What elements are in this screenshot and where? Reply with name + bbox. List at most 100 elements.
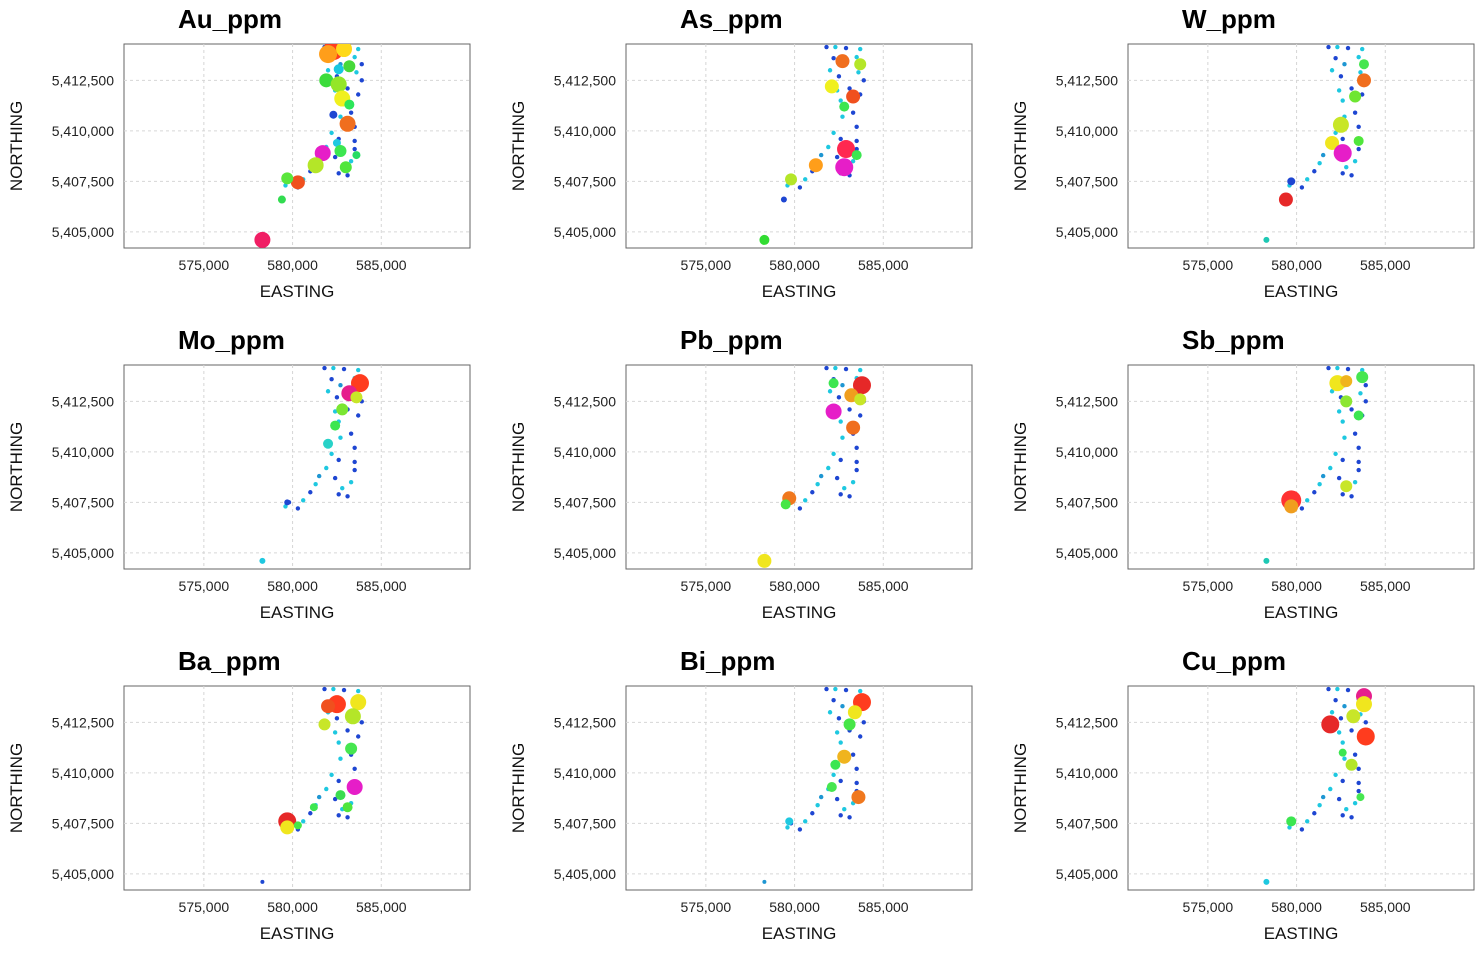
sample-dot bbox=[861, 78, 866, 83]
sample-dot bbox=[1305, 498, 1310, 503]
sample-dot bbox=[352, 138, 357, 144]
sample-dot bbox=[1352, 800, 1358, 806]
sample-dot bbox=[352, 766, 357, 772]
y-tick-label: 5,407,500 bbox=[1056, 815, 1118, 831]
sample-dot bbox=[359, 78, 364, 83]
sample-dot bbox=[818, 473, 824, 479]
sample-dot bbox=[1349, 815, 1354, 820]
sample-dot bbox=[1312, 169, 1317, 174]
data-point bbox=[284, 499, 291, 506]
sample-dot bbox=[833, 686, 838, 692]
sample-dot bbox=[843, 366, 849, 372]
sample-dot bbox=[334, 395, 340, 400]
points-layer bbox=[260, 686, 367, 884]
sample-dot bbox=[308, 811, 313, 816]
scatter-panel: Mo_ppm 575,000 580,000 585,000 5,405,000 5,40… bbox=[0, 321, 494, 639]
x-tick-label: 580,000 bbox=[769, 257, 820, 273]
sample-dot bbox=[1320, 794, 1326, 800]
sample-dot bbox=[1333, 772, 1338, 778]
plot-frame bbox=[625, 685, 973, 891]
x-tick-label: 575,000 bbox=[681, 257, 732, 273]
sample-dot bbox=[332, 475, 338, 481]
sample-dot bbox=[843, 687, 849, 693]
sample-dot bbox=[1356, 459, 1361, 465]
sample-dot bbox=[1340, 457, 1345, 463]
sample-dot bbox=[847, 815, 852, 820]
sample-dot bbox=[1320, 152, 1326, 158]
sample-dot bbox=[352, 54, 357, 60]
y-tick-label: 5,412,500 bbox=[52, 714, 114, 730]
data-point bbox=[854, 393, 867, 406]
sample-dot bbox=[842, 486, 847, 491]
y-tick-label: 5,407,500 bbox=[1056, 494, 1118, 510]
sample-dot bbox=[824, 44, 829, 50]
sample-dot bbox=[1299, 185, 1305, 190]
sample-dot bbox=[352, 146, 357, 152]
y-tick-label: 5,405,000 bbox=[52, 545, 114, 561]
x-tick-label: 580,000 bbox=[267, 578, 318, 594]
sample-dot bbox=[356, 734, 361, 739]
data-point bbox=[339, 115, 356, 132]
data-point bbox=[1353, 410, 1364, 421]
sample-dot bbox=[341, 687, 347, 693]
data-point bbox=[851, 790, 866, 805]
sample-dot bbox=[838, 813, 843, 818]
sample-dot bbox=[356, 688, 361, 694]
sample-dot bbox=[831, 55, 836, 61]
y-axis-title: NORTHING bbox=[7, 101, 26, 191]
y-tick-label: 5,410,000 bbox=[1056, 444, 1118, 460]
sample-dot bbox=[1356, 146, 1361, 152]
data-point bbox=[759, 234, 770, 245]
sample-dot bbox=[1349, 728, 1354, 733]
data-point bbox=[1358, 59, 1369, 70]
sample-dot bbox=[322, 365, 327, 371]
x-tick-label: 580,000 bbox=[769, 899, 820, 915]
data-point bbox=[1349, 90, 1362, 103]
sample-dot bbox=[1336, 88, 1342, 93]
sample-dot bbox=[834, 154, 840, 160]
plot-frame bbox=[123, 685, 471, 891]
x-axis-title: EASTING bbox=[1264, 603, 1339, 622]
sample-dot bbox=[1340, 136, 1345, 142]
data-point bbox=[780, 499, 791, 510]
sample-dot bbox=[836, 716, 842, 721]
scatter-panel: Au_ppm 575,000 580,000 585,000 5,405,000 5,40… bbox=[0, 0, 494, 318]
data-point bbox=[785, 173, 798, 186]
data-point bbox=[1356, 727, 1375, 746]
sample-dot bbox=[836, 74, 842, 79]
sample-dot bbox=[338, 435, 343, 440]
y-tick-label: 5,405,000 bbox=[1056, 866, 1118, 882]
x-tick-label: 575,000 bbox=[1183, 578, 1234, 594]
sample-dot bbox=[1287, 825, 1292, 830]
sample-dot bbox=[815, 802, 820, 808]
sample-dot bbox=[336, 457, 341, 463]
data-point bbox=[1355, 696, 1372, 713]
y-tick-label: 5,412,500 bbox=[1056, 72, 1118, 88]
sample-dot bbox=[348, 110, 354, 115]
sample-dot bbox=[847, 494, 852, 499]
data-point bbox=[780, 196, 787, 203]
sample-dot bbox=[1335, 365, 1340, 371]
sample-dot bbox=[840, 435, 845, 440]
sample-dot bbox=[1336, 409, 1342, 414]
sample-dot bbox=[1333, 55, 1338, 61]
y-tick-label: 5,412,500 bbox=[554, 72, 616, 88]
points-layer bbox=[1263, 44, 1371, 243]
data-point bbox=[824, 79, 839, 94]
sample-dot bbox=[840, 382, 845, 388]
scatter-panel: Ba_ppm 575,000 580,000 585,000 5,405,000 5,40… bbox=[0, 642, 494, 960]
x-tick-label: 585,000 bbox=[356, 899, 407, 915]
sample-dot bbox=[1356, 124, 1361, 130]
y-tick-label: 5,410,000 bbox=[1056, 123, 1118, 139]
chart-title: As_ppm bbox=[680, 4, 783, 34]
data-point bbox=[314, 145, 331, 162]
sample-dot bbox=[1360, 46, 1365, 52]
scatter-plot: 575,000 580,000 585,000 5,405,000 5,407,500 5… bbox=[1011, 43, 1475, 301]
sample-dot bbox=[803, 819, 808, 824]
sample-dot bbox=[858, 688, 863, 694]
data-point bbox=[344, 708, 361, 725]
y-axis-title: NORTHING bbox=[1011, 101, 1030, 191]
data-point bbox=[321, 699, 336, 714]
sample-dot bbox=[1363, 720, 1368, 725]
sample-dot bbox=[1329, 389, 1335, 394]
